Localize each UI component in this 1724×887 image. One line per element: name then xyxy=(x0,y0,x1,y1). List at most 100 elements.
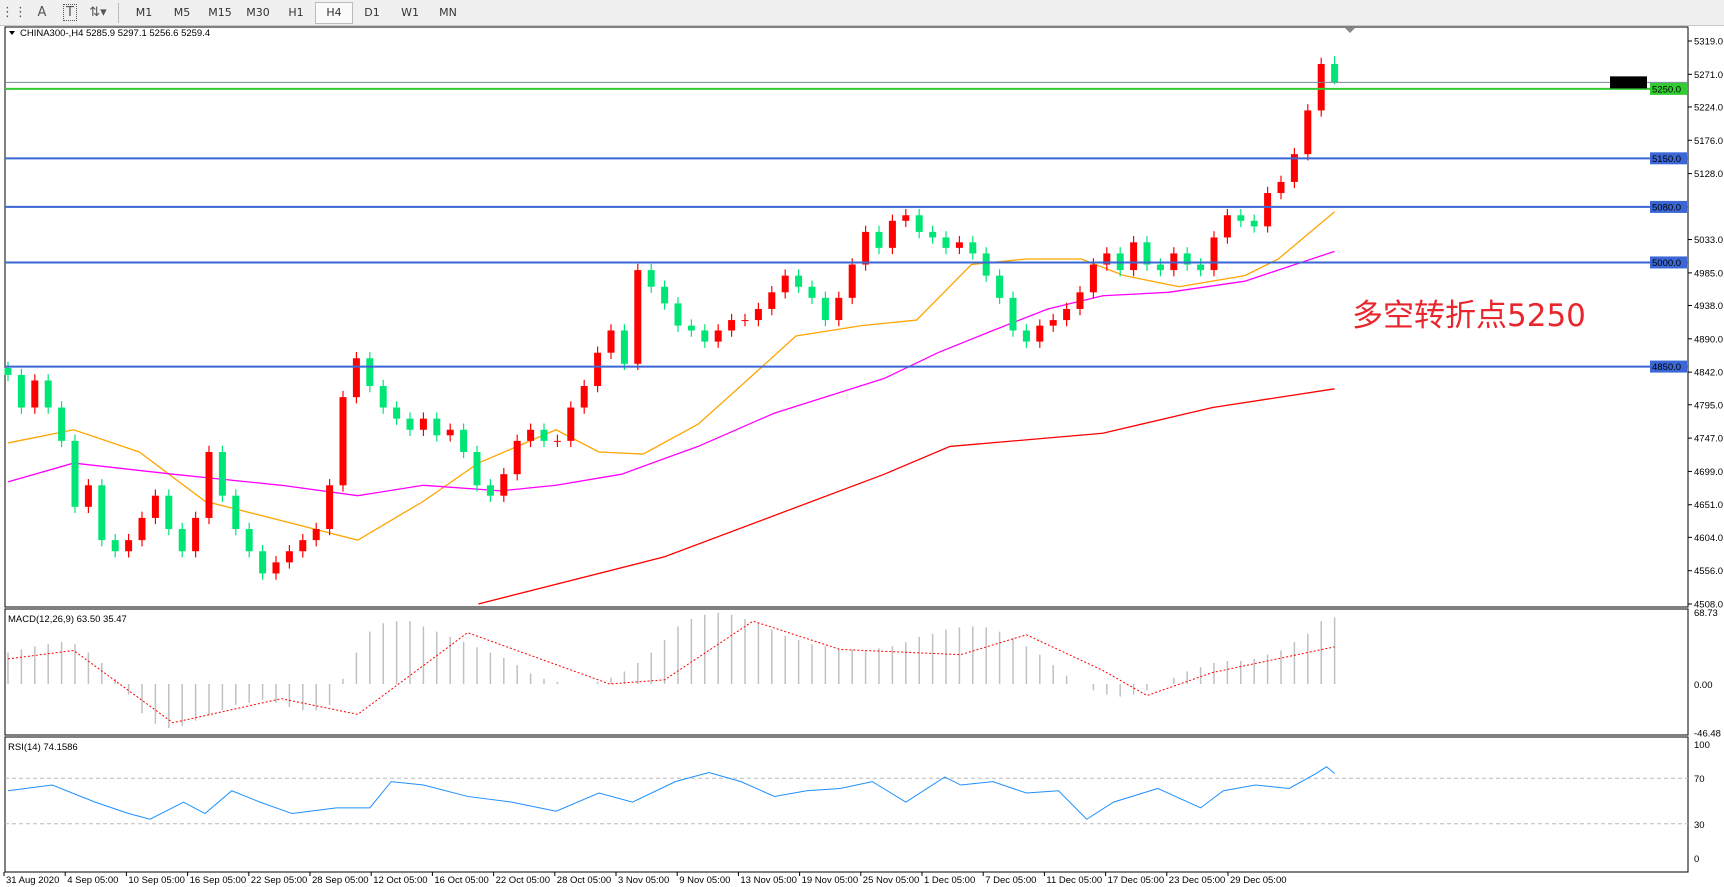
candle-body xyxy=(728,320,736,331)
candle xyxy=(366,352,374,393)
moving-average-line xyxy=(7,211,1336,541)
time-axis-label: 16 Oct 05:00 xyxy=(434,875,488,886)
rsi-axis-label: 30 xyxy=(1694,820,1705,831)
price-axis-label: 4890.0 xyxy=(1694,334,1723,345)
candle-body xyxy=(661,286,669,304)
candle-body xyxy=(808,286,816,298)
price-axis-label: 4604.0 xyxy=(1694,533,1723,544)
candle-body xyxy=(232,495,240,530)
timeframe-h1[interactable]: H1 xyxy=(288,6,304,19)
timeframe-m1[interactable]: M1 xyxy=(135,6,153,19)
macd-panel xyxy=(4,608,1689,736)
candle xyxy=(486,479,494,502)
time-axis-label: 12 Oct 05:00 xyxy=(373,875,427,886)
timeframe-w1[interactable]: W1 xyxy=(401,6,419,19)
text-icon[interactable]: A xyxy=(37,5,47,20)
candle xyxy=(17,368,25,414)
chart-header: CHINA300-,H4 5285.9 5297.1 5256.6 5259.4 xyxy=(20,28,210,39)
candle xyxy=(929,225,937,244)
candle-body xyxy=(821,297,829,321)
candle-body xyxy=(768,292,776,309)
candle-body xyxy=(996,275,1004,298)
candle xyxy=(620,324,628,371)
candle-body xyxy=(1156,264,1164,271)
candle-body xyxy=(540,429,548,441)
candle xyxy=(1317,57,1325,117)
candle xyxy=(1063,302,1071,327)
time-axis-label: 9 Nov 05:00 xyxy=(679,875,730,886)
candle-body xyxy=(955,242,963,248)
candle-body xyxy=(218,451,226,496)
period-separators-icon[interactable]: ⋮⋮ xyxy=(1,5,27,20)
time-axis-label: 4 Sep 05:00 xyxy=(67,875,118,886)
chart-window[interactable]: CHINA300-,H4 5285.9 5297.1 5256.6 5259.4… xyxy=(0,26,1724,887)
candle xyxy=(232,489,240,536)
candle-body xyxy=(1277,181,1285,194)
candle-body xyxy=(1143,242,1151,265)
price-axis-label: 5271.0 xyxy=(1694,70,1723,81)
candle-body xyxy=(1264,193,1272,227)
level-price-label: 5000.0 xyxy=(1652,258,1681,269)
candle xyxy=(419,412,427,437)
rsi-line xyxy=(7,766,1335,820)
candle xyxy=(352,352,360,404)
chart-menu-triangle-icon xyxy=(9,31,15,35)
candle-body xyxy=(1304,110,1312,155)
candle-body xyxy=(835,297,843,321)
text-label-icon[interactable]: T xyxy=(56,2,84,24)
candle-body xyxy=(1250,220,1258,227)
time-axis-label: 1 Dec 05:00 xyxy=(924,875,975,886)
candle xyxy=(1290,147,1298,189)
candle-body xyxy=(272,562,280,574)
candle xyxy=(1076,286,1084,316)
candle-body xyxy=(366,358,374,387)
level-price-label: 4850.0 xyxy=(1652,362,1681,373)
candle xyxy=(1210,231,1218,277)
time-axis-label: 16 Sep 05:00 xyxy=(190,875,247,886)
time-axis-label: 25 Nov 05:00 xyxy=(863,875,920,886)
candle xyxy=(446,423,454,442)
timeframe-m30[interactable]: M30 xyxy=(246,6,270,19)
timeframe-mn[interactable]: MN xyxy=(439,6,457,19)
price-axis-label: 4651.0 xyxy=(1694,500,1723,511)
candle-body xyxy=(419,418,427,430)
candle xyxy=(31,374,39,414)
candle-body xyxy=(741,320,749,322)
timeframe-m15[interactable]: M15 xyxy=(208,6,232,19)
candle-body xyxy=(888,220,896,248)
time-axis-label: 19 Nov 05:00 xyxy=(802,875,859,886)
candle-body xyxy=(84,485,92,507)
candle-body xyxy=(259,551,267,574)
candle-body xyxy=(1331,63,1339,83)
candle xyxy=(165,489,173,536)
candle-body xyxy=(795,275,803,287)
candle xyxy=(1022,324,1030,348)
candle xyxy=(996,269,1004,305)
chart-annotation-text: 多空转折点5250 xyxy=(1352,298,1586,334)
candle xyxy=(1183,247,1191,271)
candle xyxy=(942,231,950,255)
arrows-icon[interactable]: ⇅▾ xyxy=(89,5,107,20)
bid-price-tag xyxy=(1610,76,1647,89)
candle xyxy=(1223,208,1231,244)
rsi-axis-label: 100 xyxy=(1694,740,1710,751)
timeframe-m5[interactable]: M5 xyxy=(173,6,191,19)
candle xyxy=(1264,186,1272,233)
candle xyxy=(312,522,320,547)
candle xyxy=(1331,56,1339,85)
timeframe-h4[interactable]: H4 xyxy=(315,1,353,24)
candle-body xyxy=(473,451,481,486)
timeframe-d1[interactable]: D1 xyxy=(364,6,380,19)
candle xyxy=(473,445,481,492)
candle xyxy=(821,291,829,327)
price-axis-label: 4842.0 xyxy=(1694,368,1723,379)
time-axis-label: 29 Dec 05:00 xyxy=(1230,875,1287,886)
candle xyxy=(848,258,856,305)
candle-body xyxy=(433,418,441,436)
candle xyxy=(714,324,722,348)
price-axis-label: 4508.0 xyxy=(1694,600,1723,611)
time-axis-label: 28 Sep 05:00 xyxy=(312,875,369,886)
candle xyxy=(500,467,508,502)
candle-body xyxy=(1063,308,1071,321)
time-axis-label: 28 Oct 05:00 xyxy=(557,875,611,886)
